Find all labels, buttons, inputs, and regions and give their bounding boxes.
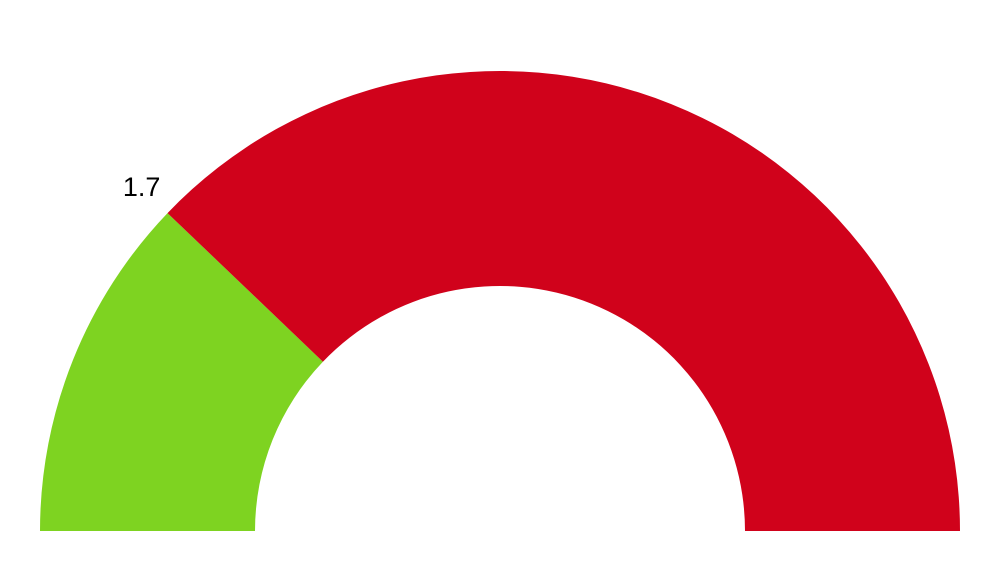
gauge-segment-filled bbox=[40, 213, 323, 531]
gauge-value-label: 1.7 bbox=[123, 172, 161, 202]
gauge-segment-remaining bbox=[167, 70, 961, 531]
